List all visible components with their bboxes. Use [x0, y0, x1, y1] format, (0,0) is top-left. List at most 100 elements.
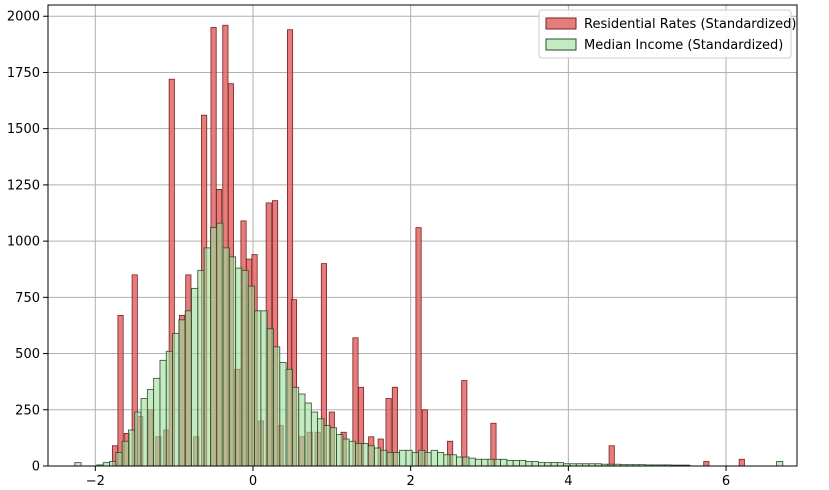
bar-income-10 — [153, 377, 161, 467]
bar-income-57 — [449, 454, 457, 467]
bar-income-21 — [222, 247, 230, 467]
bar-income-58 — [456, 456, 464, 467]
x-tick-label-4: 6 — [722, 474, 730, 489]
bar-income-9 — [146, 389, 155, 467]
bar-income-59 — [462, 456, 470, 467]
x-tick-0: −2 — [86, 466, 105, 489]
bar-income-74 — [556, 462, 565, 467]
bar-income-30 — [279, 362, 287, 467]
y-tick-label-7: 1750 — [7, 66, 40, 81]
bar-income-36 — [317, 418, 325, 467]
y-tick-5: 1250 — [7, 178, 48, 193]
bar-income-17 — [197, 269, 205, 467]
bar-income-25 — [247, 285, 255, 467]
plot-frame — [47, 4, 798, 467]
bar-income-60 — [468, 457, 476, 467]
y-tick-label-3: 750 — [15, 291, 40, 306]
bar-residential-39 — [415, 227, 422, 467]
bar-income-55 — [437, 452, 445, 467]
y-tick-label-5: 1250 — [7, 178, 40, 193]
bar-income-39 — [336, 434, 344, 467]
bar-income-14 — [178, 319, 186, 467]
x-tick-label-1: 0 — [249, 474, 257, 489]
bar-income-44 — [367, 445, 375, 467]
bar-income-67 — [512, 459, 520, 467]
y-tick-2: 500 — [15, 347, 48, 362]
bar-income-29 — [273, 346, 281, 467]
x-tick-4: 6 — [722, 466, 730, 489]
bar-income-47 — [386, 452, 394, 467]
bar-income-37 — [323, 425, 331, 467]
bar-income-11 — [159, 359, 167, 467]
legend-swatch-income — [545, 38, 577, 51]
x-tick-3: 4 — [564, 466, 572, 489]
bar-income-40 — [342, 438, 350, 467]
legend-swatch-residential — [545, 17, 577, 30]
legend-box — [538, 9, 792, 59]
bar-income-33 — [298, 393, 306, 467]
bar-income-35 — [310, 411, 319, 467]
bar-income-6 — [128, 429, 136, 467]
bar-income-52 — [418, 449, 426, 467]
bar-income-15 — [184, 310, 192, 467]
bar-income-69 — [525, 461, 533, 467]
x-tick-1: 0 — [249, 466, 257, 489]
y-tick-4: 1000 — [7, 235, 48, 250]
bar-income-45 — [374, 447, 382, 467]
bar-income-4 — [115, 452, 123, 467]
bar-income-71 — [537, 462, 546, 467]
bar-income-18 — [203, 247, 211, 467]
bar-income-8 — [140, 398, 148, 467]
bar-income-20 — [216, 222, 224, 467]
bar-income-28 — [266, 328, 274, 467]
x-tick-label-3: 4 — [564, 474, 572, 489]
bar-income-23 — [235, 267, 243, 467]
bar-income-46 — [380, 449, 388, 467]
bar-income-53 — [424, 452, 432, 467]
x-tick-label-2: 2 — [407, 474, 415, 489]
bar-income-19 — [210, 227, 218, 467]
bar-income-7 — [134, 411, 142, 467]
y-tick-3: 750 — [15, 291, 48, 306]
y-tick-label-2: 500 — [15, 347, 40, 362]
y-tick-label-6: 1500 — [7, 122, 40, 137]
bar-residential-44 — [608, 445, 615, 467]
bar-income-49 — [399, 449, 407, 467]
bar-income-22 — [228, 256, 237, 467]
bar-income-51 — [411, 452, 419, 467]
bar-income-66 — [506, 459, 514, 467]
bar-income-12 — [165, 350, 173, 467]
bar-income-65 — [500, 458, 508, 467]
y-tick-1: 250 — [15, 403, 48, 418]
bar-income-26 — [254, 310, 262, 467]
bar-income-16 — [191, 287, 199, 467]
bar-income-42 — [355, 443, 363, 467]
bar-income-73 — [550, 462, 558, 467]
histogram-bars — [74, 24, 784, 467]
bar-residential-45 — [703, 461, 710, 467]
bar-income-56 — [443, 454, 451, 467]
y-axis-ticks: 0 250 500 750 1000 1250 1500 1750 2000 — [7, 10, 48, 475]
x-axis-ticks: −2 0 2 4 6 — [86, 466, 730, 489]
bar-income-61 — [474, 458, 483, 467]
y-tick-label-4: 1000 — [7, 235, 40, 250]
bar-income-3 — [109, 461, 117, 467]
bar-income-62 — [481, 458, 489, 467]
bar-residential-46 — [738, 458, 745, 467]
bar-income-34 — [304, 402, 312, 467]
y-tick-label-1: 250 — [15, 403, 40, 418]
bar-income-31 — [285, 368, 293, 467]
bar-income-72 — [544, 462, 552, 467]
bar-income-27 — [260, 310, 268, 467]
bar-income-38 — [329, 427, 337, 467]
bar-income-13 — [172, 332, 180, 467]
y-tick-7: 1750 — [7, 66, 48, 81]
bar-income-54 — [430, 449, 438, 467]
bar-income-64 — [493, 458, 501, 467]
legend-label-residential: Residential Rates (Standardized) — [584, 17, 796, 32]
y-tick-6: 1500 — [7, 122, 48, 137]
bar-income-50 — [405, 449, 413, 467]
bar-income-43 — [361, 443, 369, 467]
bar-income-63 — [487, 458, 495, 467]
